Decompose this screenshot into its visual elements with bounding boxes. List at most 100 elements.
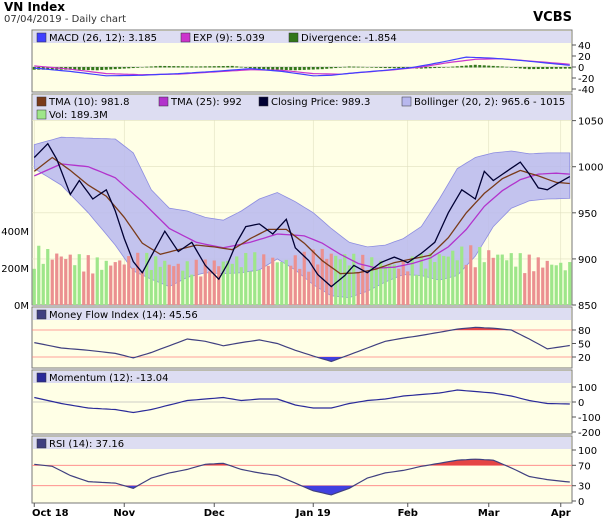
macd-divergence-bar [203, 66, 207, 68]
volume-bar [280, 262, 284, 305]
volume-bar [176, 263, 180, 305]
macd-divergence-bar [433, 67, 437, 69]
volume-bar [347, 265, 351, 305]
volume-bar [406, 271, 410, 305]
macd-divergence-bar [73, 67, 77, 70]
macd-line [34, 56, 570, 77]
volume-bar [181, 270, 185, 305]
mfi-panel-legend-swatch-0 [36, 309, 47, 320]
price-axis-tick-label-2: 950 [578, 209, 597, 220]
volume-bar [379, 260, 383, 305]
macd-divergence-bar [235, 66, 239, 68]
macd-divergence-bar [365, 67, 369, 68]
volume-bar [356, 271, 360, 305]
volume-bar [190, 274, 194, 305]
price-legend-label-1: TMA (25): 992 [170, 97, 242, 108]
macd-divergence-bar [527, 67, 531, 70]
volume-bar [266, 265, 270, 305]
volume-bar [284, 259, 288, 305]
macd-divergence-bar [334, 67, 338, 69]
volume-bar [208, 271, 212, 305]
macd-divergence-bar [388, 67, 392, 69]
macd-divergence-bar [221, 66, 225, 68]
volume-bar [131, 267, 135, 305]
volume-bar [82, 271, 86, 305]
macd-panel-legend-label-1: EXP (9): 5.039 [193, 33, 265, 44]
macd-divergence-bar [122, 67, 126, 69]
volume-bar [73, 265, 77, 305]
macd-divergence-bar [541, 67, 545, 69]
price-axis-tick-label-0: 1050 [578, 117, 603, 128]
macd-divergence-bar [307, 67, 311, 70]
macd-divergence-bar [199, 66, 203, 68]
macd-divergence-bar [172, 66, 176, 68]
macd-divergence-bar [91, 67, 95, 71]
macd-divergence-bar [523, 67, 527, 69]
macd-divergence-bar [163, 65, 167, 68]
macd-divergence-bar [257, 67, 261, 70]
macd-divergence-bar [109, 67, 113, 70]
volume-bar [55, 253, 59, 305]
volume-bar [469, 245, 473, 305]
volume-bar [514, 266, 518, 305]
macd-divergence-bar [77, 67, 81, 70]
macd-axis-tick-label-4: -40 [578, 85, 594, 96]
x-tick-label-4: Feb [398, 508, 418, 519]
mfi-line [34, 326, 570, 363]
macd-divergence-bar [482, 65, 486, 68]
volume-bar [383, 266, 387, 305]
source-label: VCBS [533, 10, 572, 25]
macd-divergence-bar [158, 65, 162, 68]
volume-bar [271, 257, 275, 305]
volume-bar [289, 265, 293, 305]
volume-bar [104, 260, 108, 305]
macd-divergence-bar [464, 65, 468, 68]
closing-price-line [33, 142, 571, 288]
volume-bar [68, 254, 72, 305]
volume-bar [563, 270, 567, 305]
volume-bar [550, 264, 554, 305]
volume-tick-label-2: 0M [14, 301, 29, 312]
macd-divergence-bar [514, 67, 518, 69]
volume-bar [212, 260, 216, 305]
volume-bar [163, 260, 167, 305]
macd-divergence-bar [424, 67, 428, 69]
volume-bar [491, 257, 495, 305]
volume-bar [158, 266, 162, 305]
macd-divergence-bar [95, 67, 99, 71]
macd-divergence-bar [361, 66, 365, 68]
volume-bar [37, 245, 41, 305]
macd-divergence-bar [554, 67, 558, 69]
macd-divergence-bar [32, 67, 36, 70]
macd-divergence-bar [329, 67, 333, 69]
x-tick-label-0: Oct 18 [32, 508, 69, 519]
volume-bar [95, 257, 99, 305]
macd-divergence-bar [383, 67, 387, 69]
volume-bar [226, 260, 230, 305]
macd-divergence-bar [491, 65, 495, 68]
macd-axis-tick-label-2: 0 [578, 63, 584, 74]
volume-bar [527, 254, 531, 305]
tma10-line [33, 156, 570, 275]
macd-divergence-bar [217, 66, 221, 68]
volume-bar [442, 255, 446, 305]
macd-divergence-bar [167, 66, 171, 68]
mfi-panel-legend-bar [33, 308, 571, 320]
volume-bar [145, 252, 149, 305]
price-axis-tick-label-3: 900 [578, 255, 597, 266]
price-legend-swatch-3 [401, 96, 412, 107]
mfi-axis-tick-label-2: 20 [578, 353, 591, 364]
rsi-axis-tick-label-1: 70 [578, 461, 591, 472]
momentum-axis-tick-label-1: 0 [578, 398, 584, 409]
volume-bar [109, 265, 113, 305]
volume-bar [275, 262, 279, 305]
macd-divergence-bar [442, 67, 446, 68]
macd-divergence-bar [280, 67, 284, 70]
volume-bar [32, 268, 36, 305]
momentum-panel-legend-bar [33, 371, 571, 383]
volume-bar [217, 266, 221, 305]
macd-divergence-bar [536, 67, 540, 70]
macd-divergence-bar [190, 66, 194, 68]
macd-panel-legend-swatch-2 [288, 32, 299, 43]
volume-bar [370, 257, 374, 305]
